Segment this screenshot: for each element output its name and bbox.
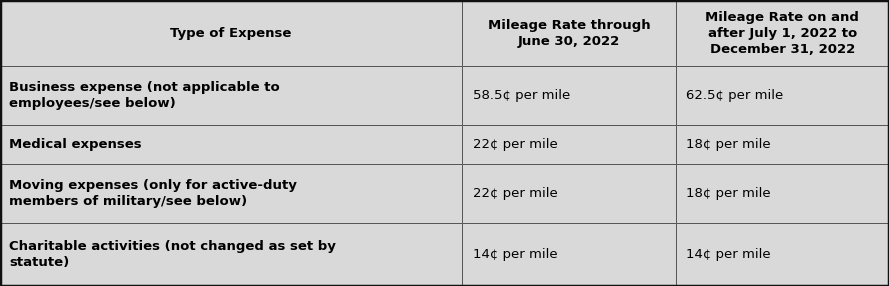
Text: Charitable activities (not changed as set by
statute): Charitable activities (not changed as se… <box>9 240 336 269</box>
Text: Moving expenses (only for active-duty
members of military/see below): Moving expenses (only for active-duty me… <box>9 179 297 208</box>
Bar <box>0 125 462 164</box>
Bar <box>462 66 676 125</box>
Bar <box>0 66 462 125</box>
Text: Mileage Rate through
June 30, 2022: Mileage Rate through June 30, 2022 <box>488 19 650 48</box>
Bar <box>0 223 462 286</box>
Bar <box>676 223 889 286</box>
Text: 14¢ per mile: 14¢ per mile <box>473 248 557 261</box>
Bar <box>676 66 889 125</box>
Bar <box>462 223 676 286</box>
Bar <box>462 125 676 164</box>
Text: Business expense (not applicable to
employees/see below): Business expense (not applicable to empl… <box>9 81 280 110</box>
Text: 58.5¢ per mile: 58.5¢ per mile <box>473 89 570 102</box>
Bar <box>462 164 676 223</box>
Bar <box>462 0 676 66</box>
Bar <box>0 164 462 223</box>
Text: 22¢ per mile: 22¢ per mile <box>473 187 557 200</box>
Bar <box>676 125 889 164</box>
Text: 22¢ per mile: 22¢ per mile <box>473 138 557 151</box>
Text: 18¢ per mile: 18¢ per mile <box>686 187 771 200</box>
Text: 18¢ per mile: 18¢ per mile <box>686 138 771 151</box>
Text: Mileage Rate on and
after July 1, 2022 to
December 31, 2022: Mileage Rate on and after July 1, 2022 t… <box>705 11 860 56</box>
Text: 62.5¢ per mile: 62.5¢ per mile <box>686 89 783 102</box>
Bar <box>0 0 462 66</box>
Bar <box>676 0 889 66</box>
Text: Type of Expense: Type of Expense <box>171 27 292 40</box>
Text: 14¢ per mile: 14¢ per mile <box>686 248 771 261</box>
Bar <box>676 164 889 223</box>
Text: Medical expenses: Medical expenses <box>9 138 141 151</box>
